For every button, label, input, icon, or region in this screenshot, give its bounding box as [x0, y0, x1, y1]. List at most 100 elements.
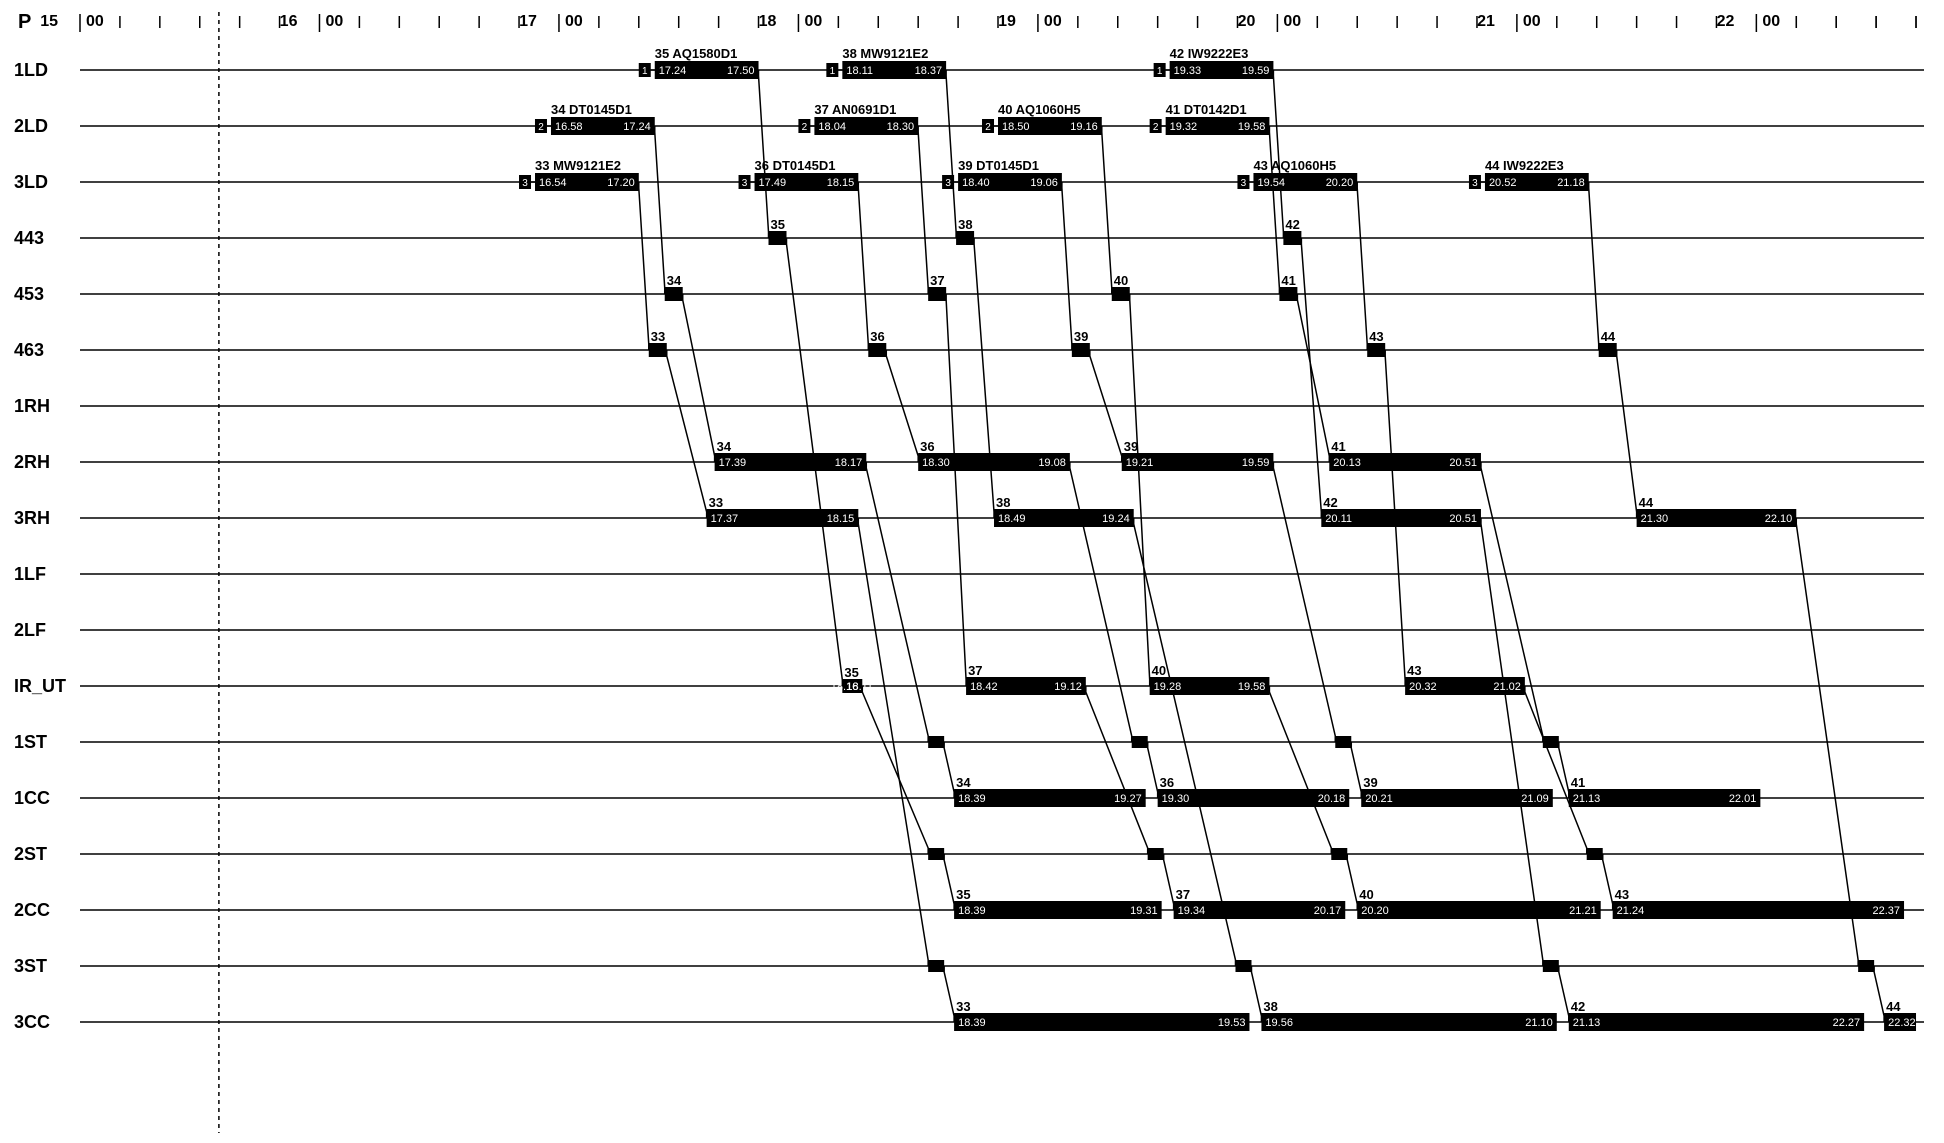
head-marker-num: 1	[642, 66, 648, 77]
bar-start-time: 19.28	[1154, 681, 1182, 693]
pass-marker	[1367, 343, 1385, 357]
bar-start-time: 19.34	[1178, 905, 1206, 917]
bar-top-label: 33 MW9121E2	[535, 158, 621, 173]
stop-marker	[928, 736, 944, 748]
bar-start-time: 18.11	[846, 65, 873, 77]
bar-start-time: 20.11	[1325, 513, 1352, 525]
hour-label-min: 00	[1762, 13, 1780, 30]
track-label: 2LF	[14, 620, 46, 640]
bar-id: 41	[1571, 775, 1585, 790]
bar-end-time: 17.20	[607, 177, 635, 189]
bar-end-time: 17.24	[623, 121, 651, 133]
occupancy-bar	[1569, 1013, 1864, 1031]
occupancy-bar	[1357, 901, 1600, 919]
bar-start-time: 18.04	[818, 121, 846, 133]
pass-marker-id: 34	[667, 273, 682, 288]
bar-start-time: 17.39	[719, 457, 747, 469]
bar-id: 43	[1615, 887, 1629, 902]
route-connector	[944, 742, 954, 798]
route-connector	[1351, 742, 1361, 798]
route-connector	[946, 70, 956, 238]
bar-id: 34	[956, 775, 971, 790]
route-connector	[1164, 854, 1174, 910]
track-label: 453	[14, 284, 44, 304]
bar-top-label: 41 DT0142D1	[1166, 102, 1247, 117]
bar-id: 37	[968, 663, 982, 678]
bar-end-time: 18.37	[915, 65, 943, 77]
track-label: 463	[14, 340, 44, 360]
bar-end-time: 21.21	[1569, 905, 1597, 917]
bar-start-time: 17.49	[759, 177, 787, 189]
bar-start-time: 20.52	[1489, 177, 1517, 189]
track-label: 3CC	[14, 1012, 50, 1032]
head-marker-num: 3	[1472, 178, 1478, 189]
route-connector	[946, 294, 966, 686]
bar-id: 36	[920, 439, 934, 454]
bar-start-time: 18.39	[958, 793, 986, 805]
bar-end-time: 20.20	[1326, 177, 1354, 189]
bar-end-time: 22.37	[1873, 905, 1901, 917]
route-connector	[918, 126, 928, 294]
hour-label: 18	[759, 13, 777, 30]
route-connector	[1617, 350, 1637, 518]
bar-end-time: 22.10	[1765, 513, 1793, 525]
route-connector	[1130, 294, 1150, 686]
track-label: 2CC	[14, 900, 50, 920]
track-label: 2RH	[14, 452, 50, 472]
pass-marker	[649, 343, 667, 357]
bar-id: 43	[1407, 663, 1421, 678]
bar-end-time: 18.17	[835, 457, 863, 469]
bar-id: 40	[1359, 887, 1373, 902]
pass-marker	[868, 343, 886, 357]
bar-end-time: 20.51	[1449, 457, 1477, 469]
hour-label-min: 00	[565, 13, 583, 30]
bar-start-time: 18.42	[970, 681, 998, 693]
pass-marker	[956, 231, 974, 245]
hour-label-min: 00	[1044, 13, 1062, 30]
bar-id: 35	[956, 887, 970, 902]
bar-id: 39	[1124, 439, 1138, 454]
route-connector	[667, 350, 707, 518]
pass-marker-id: 42	[1285, 217, 1299, 232]
bar-end-time: 19.24	[1102, 513, 1130, 525]
bar-id: 33	[709, 495, 723, 510]
head-marker-num: 3	[522, 178, 528, 189]
bar-end-time: 22.27	[1833, 1017, 1861, 1029]
head-marker-num: 2	[802, 122, 808, 133]
head-marker-num: 1	[1157, 66, 1163, 77]
hour-label: 21	[1477, 13, 1495, 30]
bar-start-time: 21.30	[1641, 513, 1669, 525]
bar-start-time: 18.40	[962, 177, 990, 189]
occupancy-bar	[954, 1013, 1249, 1031]
bar-start-time: 19.30	[1162, 793, 1190, 805]
stop-marker	[1148, 848, 1164, 860]
head-marker-num: 2	[538, 122, 544, 133]
bar-id: 40	[1152, 663, 1166, 678]
bar-top-label: 43 AQ1060H5	[1253, 158, 1336, 173]
bar-top-label: 35 AQ1580D1	[655, 46, 738, 61]
stop-marker	[1858, 960, 1874, 972]
bar-top-label: 42 IW9222E3	[1170, 46, 1249, 61]
pass-marker	[1072, 343, 1090, 357]
bar-start-time: 19.33	[1174, 65, 1202, 77]
track-label: 2LD	[14, 116, 48, 136]
stop-marker	[1132, 736, 1148, 748]
bar-start-time: 19.54	[1257, 177, 1285, 189]
bar-id: 35	[844, 665, 858, 680]
bar-end-time: 21.18	[1557, 177, 1585, 189]
bar-start-time: 18.49	[998, 513, 1026, 525]
bar-top-label: 44 IW9222E3	[1485, 158, 1564, 173]
head-marker-num: 2	[985, 122, 991, 133]
route-connector	[1559, 966, 1569, 1022]
bar-id: 37	[1176, 887, 1190, 902]
head-marker-num: 3	[945, 178, 951, 189]
route-connector	[1874, 966, 1884, 1022]
pass-marker-id: 37	[930, 273, 944, 288]
bar-end-time: 18.15	[827, 513, 855, 525]
track-label: 3RH	[14, 508, 50, 528]
track-label: 1LD	[14, 60, 48, 80]
bar-end-time: 22.01	[1729, 793, 1757, 805]
bar-end-time: 19.12	[1054, 681, 1082, 693]
bar-start-time: 20.21	[1365, 793, 1393, 805]
bar-end-time: 21.10	[1525, 1017, 1553, 1029]
